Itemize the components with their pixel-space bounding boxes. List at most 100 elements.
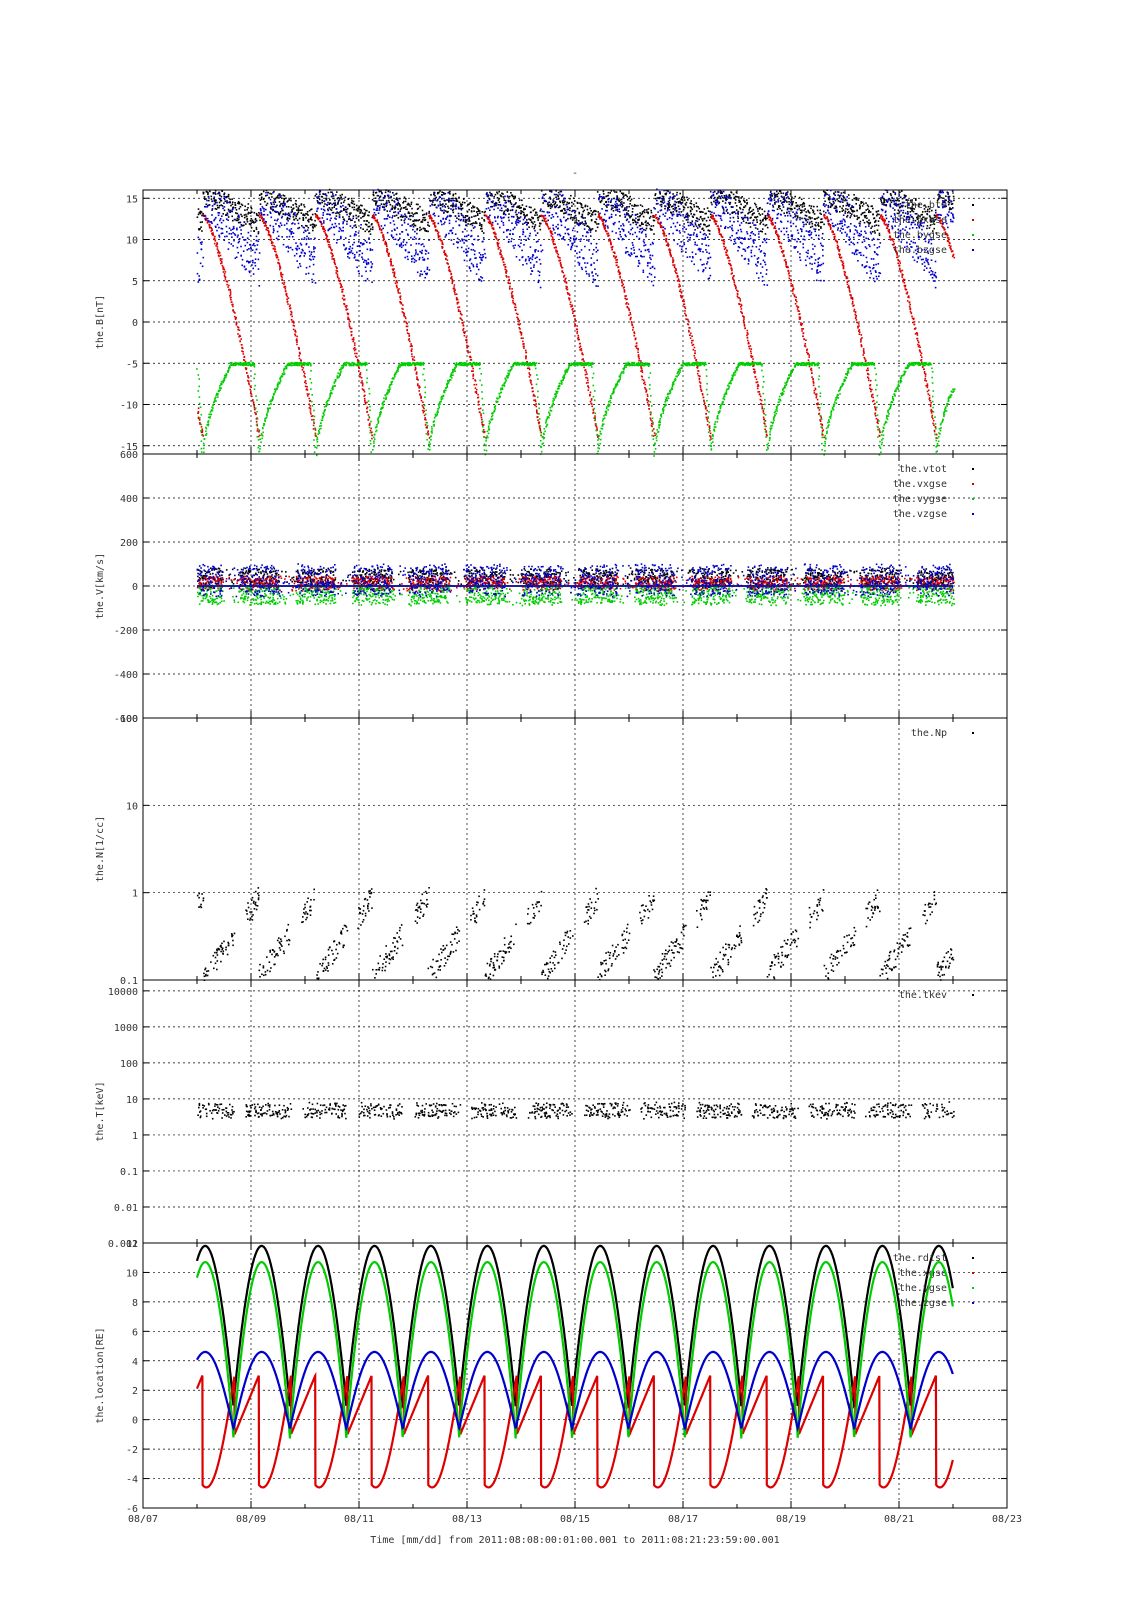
data-point (932, 230, 934, 232)
data-point (645, 391, 647, 393)
data-point (735, 289, 738, 292)
data-point (239, 340, 241, 343)
data-point (861, 205, 864, 207)
data-point (422, 219, 424, 221)
data-point (396, 286, 398, 289)
data-point (680, 202, 683, 204)
data-point (371, 434, 373, 437)
data-point (247, 203, 250, 205)
data-point (868, 209, 870, 212)
data-point (854, 317, 857, 319)
data-point (227, 370, 230, 372)
data-point (859, 207, 861, 210)
data-point (485, 215, 487, 217)
data-point (897, 262, 899, 264)
data-point (732, 193, 735, 196)
data-point (806, 349, 808, 351)
data-point (708, 224, 710, 227)
data-point (574, 323, 576, 325)
data-point (923, 208, 926, 210)
data-point (595, 218, 598, 221)
data-point (933, 430, 936, 433)
data-point (860, 334, 863, 336)
data-point (769, 196, 772, 199)
data-point (497, 204, 500, 206)
data-point (254, 221, 257, 223)
data-point (582, 223, 584, 225)
data-point (907, 295, 910, 297)
data-point (598, 214, 600, 216)
data-point (569, 301, 572, 303)
data-point (663, 235, 665, 237)
data-point (738, 196, 740, 198)
data-point (562, 199, 565, 201)
data-point (531, 225, 534, 228)
data-point (448, 267, 450, 269)
data-point (884, 219, 886, 222)
data-point (466, 346, 468, 349)
data-point (894, 199, 897, 202)
data-point (313, 427, 316, 430)
data-point (229, 211, 231, 214)
data-point (385, 189, 387, 191)
data-point (812, 209, 814, 211)
data-point (717, 227, 720, 230)
data-point (320, 427, 322, 430)
data-point (244, 205, 246, 208)
data-point (259, 445, 261, 447)
data-point (473, 215, 475, 218)
data-point (761, 208, 763, 211)
data-point (288, 364, 291, 367)
data-point (429, 200, 432, 202)
data-point (847, 280, 850, 282)
data-point (323, 193, 325, 196)
data-point (730, 264, 732, 266)
data-point (548, 201, 551, 204)
data-point (924, 373, 927, 375)
data-point (692, 343, 695, 346)
data-point (703, 229, 705, 232)
data-point (631, 204, 633, 207)
data-point (241, 204, 244, 207)
series-the.bygse (196, 361, 956, 457)
data-point (596, 191, 599, 193)
data-point (261, 196, 263, 199)
data-point (734, 199, 737, 201)
data-point (877, 210, 880, 212)
data-point (552, 199, 554, 201)
data-point (257, 429, 260, 431)
data-point (451, 204, 454, 206)
data-point (667, 244, 669, 246)
data-point (367, 225, 370, 228)
data-point (815, 395, 818, 397)
data-point (813, 205, 815, 208)
data-point (288, 305, 291, 308)
data-point (494, 203, 497, 205)
data-point (708, 425, 711, 427)
data-point (356, 352, 358, 355)
data-point (884, 220, 886, 223)
data-point (865, 202, 867, 204)
data-point (410, 215, 412, 217)
data-point (470, 356, 472, 359)
data-point (416, 212, 418, 215)
data-point (434, 194, 436, 197)
data-point (334, 199, 336, 202)
data-point (674, 195, 676, 197)
data-point (631, 322, 633, 324)
data-point (499, 249, 502, 251)
data-point (368, 221, 370, 224)
data-point (867, 379, 870, 382)
data-point (277, 386, 279, 388)
data-point (938, 193, 940, 196)
data-point (420, 396, 422, 398)
data-point (822, 429, 824, 431)
data-point (462, 198, 465, 200)
data-point (316, 436, 319, 439)
data-point (726, 198, 728, 200)
data-point (399, 208, 402, 211)
data-point (295, 203, 298, 206)
data-point (690, 332, 692, 335)
data-point (458, 201, 461, 204)
data-point (692, 216, 694, 218)
